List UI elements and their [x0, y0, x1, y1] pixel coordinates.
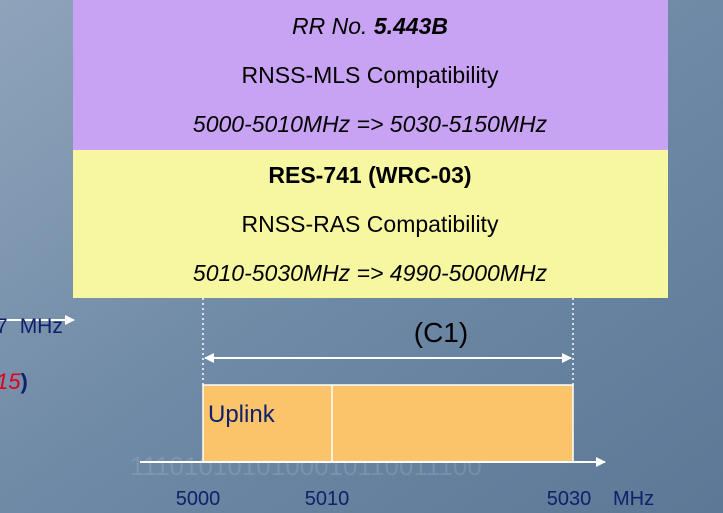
mls-ref: RR No. 5.443B [292, 13, 448, 39]
mls-box [73, 0, 668, 150]
axis-unit: MHz [613, 488, 654, 510]
axis-label: 5000 [176, 488, 221, 510]
left-note-close: ) [20, 369, 27, 394]
ras-ref: RES-741 (WRC-03) [268, 162, 471, 188]
mls-bands: 5000-5010MHz => 5030-5150MHz [193, 111, 548, 137]
left-unit: 7 MHz [0, 315, 63, 338]
mls-title: RNSS-MLS Compatibility [242, 62, 499, 88]
span-label: (C1) [414, 317, 468, 348]
left-note: 15) [0, 369, 28, 394]
block-label: Uplink [208, 401, 276, 428]
ras-bands: 5010-5030MHz => 4990-5000MHz [193, 260, 548, 286]
left-unit-value: 7 [0, 315, 8, 338]
left-unit-label: MHz [20, 315, 63, 338]
mls-ref-prefix: RR No. [292, 13, 367, 39]
mls-ref-number: 5.443B [374, 13, 448, 39]
axis-label: 5030 [547, 488, 592, 510]
uplink-block [202, 384, 574, 463]
ras-box [73, 150, 668, 298]
left-note-number: 15 [0, 369, 21, 394]
ras-title: RNSS-RAS Compatibility [242, 211, 499, 237]
axis-label: 5010 [305, 488, 350, 510]
